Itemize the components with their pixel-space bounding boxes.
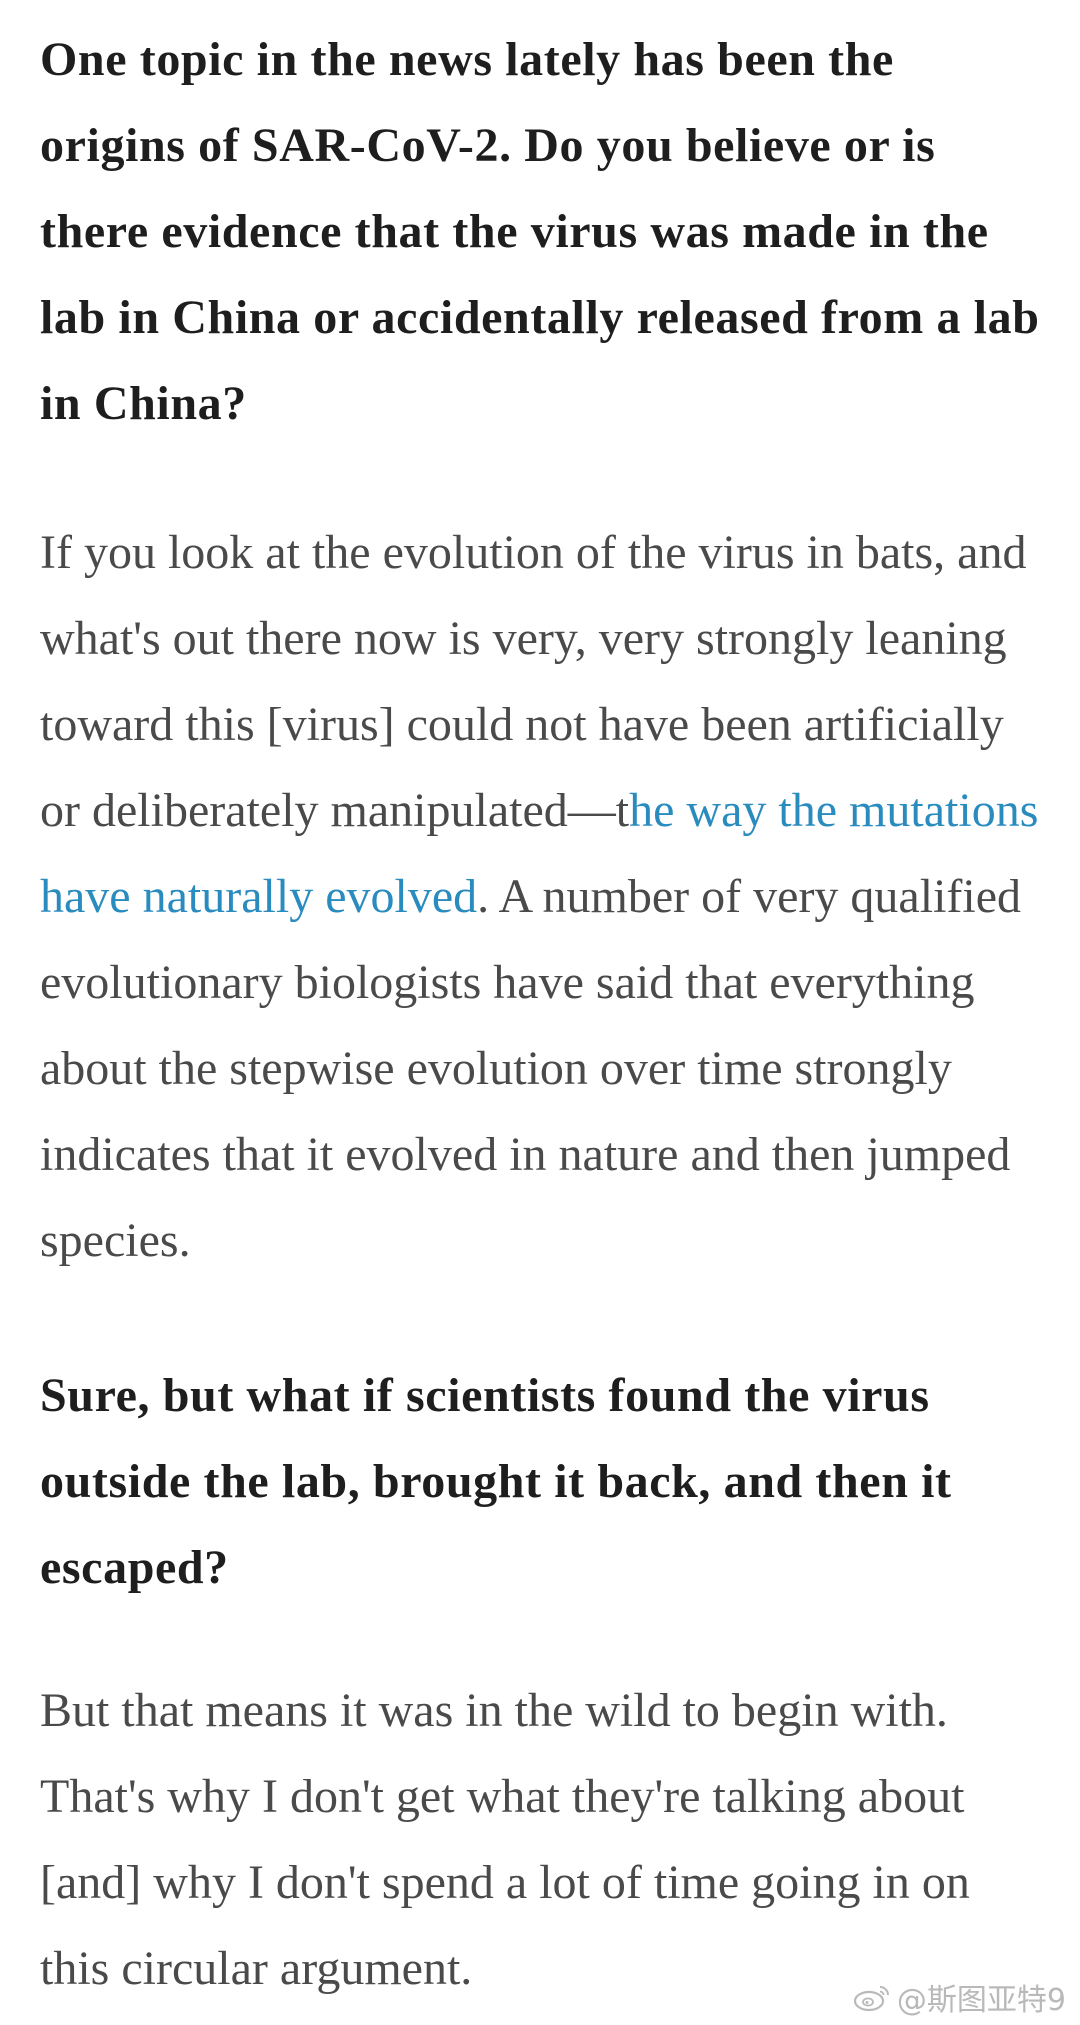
answer-1-text-after-link: . A number of very qualified evolutionar… — [40, 870, 1022, 1267]
answer-1: If you look at the evolution of the viru… — [40, 510, 1050, 1284]
answer-2: But that means it was in the wild to beg… — [40, 1684, 970, 1995]
watermark: @斯图亚特9 — [853, 1975, 1066, 2019]
mutations-evolved-link[interactable]: he way the mutations have naturally evol… — [40, 784, 1039, 923]
question-1: One topic in the news lately has been th… — [40, 33, 1040, 430]
answer-1-text-before-link: If you look at the evolution of the viru… — [40, 526, 1027, 837]
watermark-text: @斯图亚特9 — [896, 1983, 1066, 2018]
question-2: Sure, but what if scientists found the v… — [40, 1369, 952, 1594]
weibo-icon — [853, 1986, 889, 2012]
